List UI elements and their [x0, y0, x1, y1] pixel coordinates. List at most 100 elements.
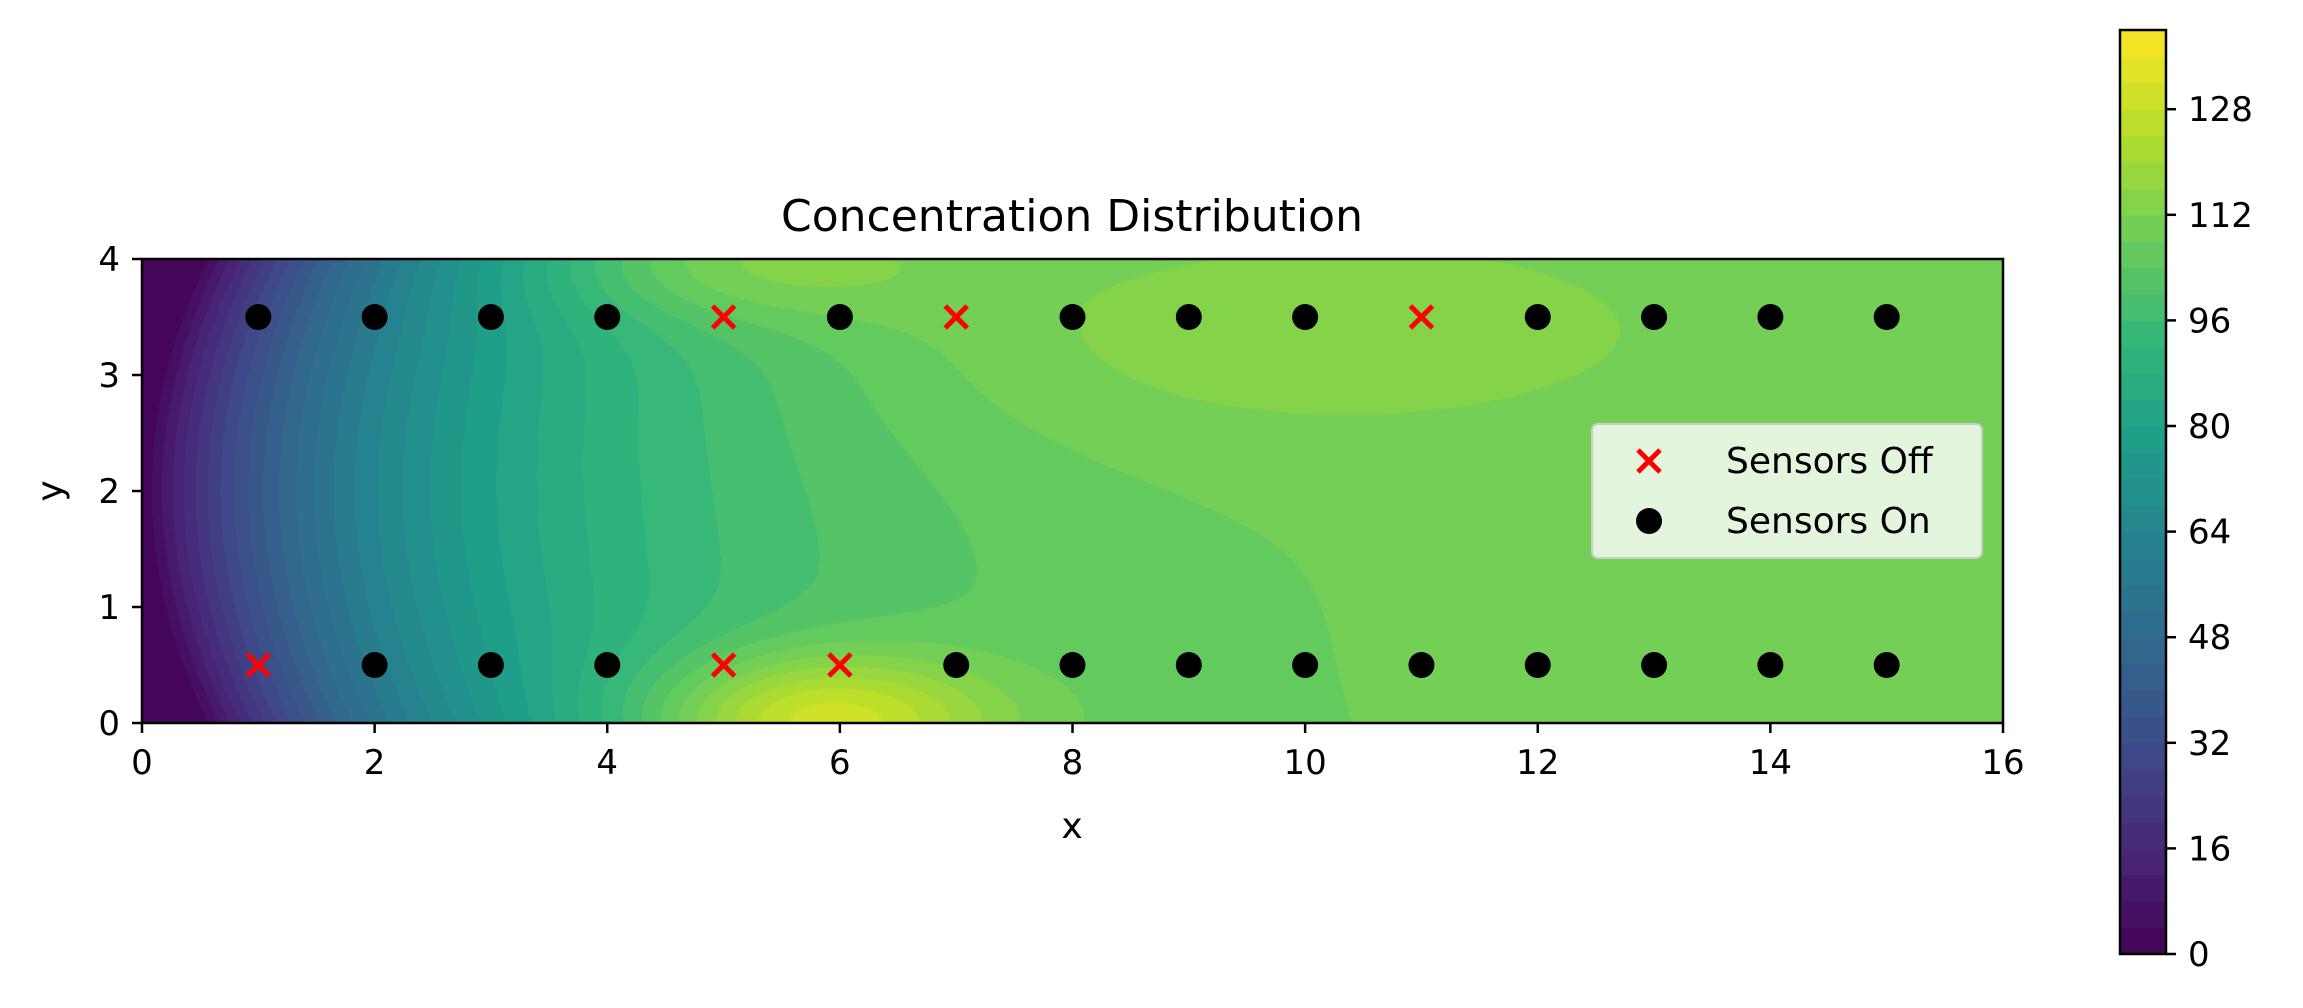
- sensor-on-point: [826, 304, 853, 330]
- colorbar-band: [2120, 267, 2166, 295]
- sensor-on-point: [1175, 304, 1202, 330]
- colorbar-band: [2120, 241, 2166, 269]
- colorbar-band: [2120, 584, 2166, 612]
- sensor-on-point: [1524, 304, 1551, 330]
- colorbar-band: [2120, 927, 2166, 955]
- colorbar-tick-label: 112: [2188, 196, 2253, 236]
- y-tick-label: 1: [98, 588, 120, 628]
- y-tick-label: 4: [98, 240, 120, 280]
- colorbar-band: [2120, 82, 2166, 110]
- x-tick-label: 4: [596, 743, 618, 783]
- colorbar-band: [2120, 452, 2166, 480]
- sensor-off-point: [245, 652, 272, 678]
- colorbar-band: [2120, 426, 2166, 453]
- legend-label-sensors-on: Sensors On: [1726, 501, 1931, 542]
- x-tick-label: 2: [364, 743, 386, 783]
- sensor-on-point: [1757, 652, 1784, 678]
- colorbar-band: [2120, 610, 2166, 638]
- colorbar-band: [2120, 320, 2166, 348]
- colorbar-band: [2120, 531, 2166, 559]
- sensor-off-point: [827, 652, 853, 678]
- x-axis-ticks: 0 2 4 6 8 10 12 14 16: [131, 723, 2025, 783]
- y-axis-label: y: [30, 480, 71, 501]
- colorbar-band: [2120, 795, 2166, 823]
- colorbar-band: [2120, 742, 2166, 770]
- colorbar-band: [2120, 214, 2166, 242]
- sensor-on-point: [1641, 304, 1668, 330]
- colorbar-band: [2120, 663, 2166, 691]
- legend-marker-sensors-on: [1636, 508, 1662, 534]
- sensor-on-point: [477, 304, 504, 330]
- colorbar-band: [2120, 373, 2166, 401]
- sensor-off-point: [1408, 304, 1435, 330]
- x-tick-label: 14: [1749, 743, 1792, 783]
- colorbar-band: [2120, 30, 2166, 57]
- colorbar-tick-label: 16: [2188, 829, 2231, 869]
- colorbar-band: [2120, 294, 2166, 321]
- colorbar-frame: [2118, 28, 2168, 956]
- sensor-on-point: [1757, 304, 1784, 330]
- colorbar-band: [2120, 109, 2166, 137]
- colorbar-band: [2120, 848, 2166, 876]
- colorbar-band: [2120, 558, 2166, 585]
- sensor-on-point: [1873, 304, 1900, 330]
- colorbar-ticks: 0 16 32 48 64 80 96 112 128: [2166, 90, 2253, 975]
- colorbar-band: [2120, 505, 2166, 533]
- sensor-on-point: [1175, 652, 1202, 678]
- y-tick-label: 2: [98, 472, 120, 512]
- legend-marker-sensors-off: [1636, 448, 1662, 474]
- colorbar-band: [2120, 188, 2166, 216]
- colorbar: 0 16 32 48 64 80 96 112 128: [2118, 28, 2253, 975]
- legend-label-sensors-off: Sensors Off: [1726, 441, 1934, 482]
- sensor-on-point: [594, 652, 621, 678]
- x-tick-label: 6: [829, 743, 851, 783]
- sensor-on-point: [1873, 652, 1900, 678]
- chart-title: Concentration Distribution: [781, 191, 1363, 242]
- colorbar-band: [2120, 769, 2166, 797]
- colorbar-band: [2120, 399, 2166, 427]
- x-tick-label: 8: [1062, 743, 1084, 783]
- x-tick-label: 12: [1516, 743, 1559, 783]
- sensor-on-point: [477, 652, 504, 678]
- sensor-on-point: [594, 304, 621, 330]
- colorbar-band: [2120, 637, 2166, 665]
- colorbar-tick-label: 48: [2188, 618, 2231, 658]
- colorbar-band: [2120, 874, 2166, 902]
- sensor-on-point: [1292, 652, 1319, 678]
- colorbar-band: [2120, 56, 2166, 84]
- y-axis-ticks: 0 1 2 3 4: [98, 240, 142, 744]
- colorbar-tick-label: 0: [2188, 935, 2210, 975]
- sensor-on-point: [1059, 652, 1086, 678]
- sensor-on-point: [361, 304, 388, 330]
- colorbar-band: [2120, 822, 2166, 849]
- sensor-markers: [245, 304, 1900, 678]
- sensor-on-point: [1292, 304, 1319, 330]
- legend-box: [1591, 423, 1983, 559]
- sensor-off-point: [943, 304, 969, 330]
- sensor-on-point: [1524, 652, 1551, 678]
- y-tick-label: 3: [98, 356, 120, 396]
- colorbar-band: [2120, 478, 2166, 506]
- x-tick-label: 10: [1283, 743, 1326, 783]
- colorbar-tick-label: 96: [2188, 301, 2231, 341]
- x-axis-label: x: [1061, 806, 1082, 847]
- sensor-on-point: [1641, 652, 1668, 678]
- sensor-off-point: [710, 652, 737, 678]
- colorbar-tick-label: 128: [2188, 90, 2253, 130]
- sensor-on-point: [943, 652, 970, 678]
- colorbar-gradient: [2120, 30, 2166, 955]
- sensor-on-point: [361, 652, 388, 678]
- sensor-on-point: [1408, 652, 1435, 678]
- colorbar-band: [2120, 901, 2166, 929]
- legend: Sensors Off Sensors On: [1591, 423, 1983, 559]
- colorbar-tick-label: 32: [2188, 724, 2231, 764]
- colorbar-band: [2120, 135, 2166, 163]
- x-tick-label: 0: [131, 743, 153, 783]
- colorbar-band: [2120, 716, 2166, 744]
- sensor-on-point: [245, 304, 272, 330]
- colorbar-tick-label: 80: [2188, 407, 2231, 447]
- colorbar-band: [2120, 346, 2166, 374]
- sensor-on-point: [1059, 304, 1086, 330]
- y-tick-label: 0: [98, 704, 120, 744]
